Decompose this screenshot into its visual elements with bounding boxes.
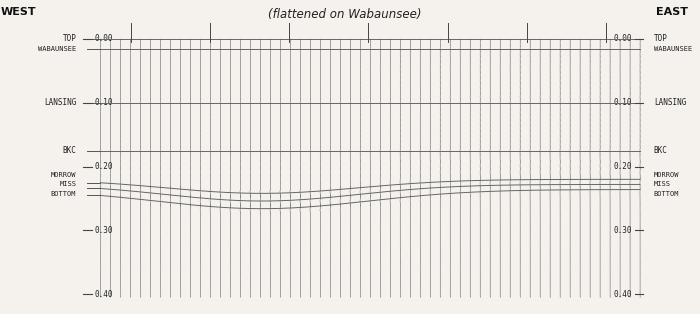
Text: 0.30: 0.30 bbox=[613, 226, 632, 235]
Text: WEST: WEST bbox=[1, 7, 36, 17]
Text: WABAUNSEE: WABAUNSEE bbox=[654, 46, 692, 51]
Text: EAST: EAST bbox=[656, 7, 688, 17]
Text: 0.20: 0.20 bbox=[95, 162, 113, 171]
Text: TOP: TOP bbox=[654, 35, 668, 43]
Text: MISS: MISS bbox=[60, 181, 76, 187]
Text: 0.00: 0.00 bbox=[95, 35, 113, 43]
Text: BOTTOM: BOTTOM bbox=[654, 191, 679, 197]
Text: 0.10: 0.10 bbox=[95, 98, 113, 107]
Text: WABAUNSEE: WABAUNSEE bbox=[38, 46, 76, 51]
Text: BOTTOM: BOTTOM bbox=[51, 191, 76, 197]
Text: MISS: MISS bbox=[654, 181, 671, 187]
Text: 0.20: 0.20 bbox=[613, 162, 632, 171]
Text: TOP: TOP bbox=[62, 35, 76, 43]
Text: LANSING: LANSING bbox=[654, 98, 686, 107]
Text: BKC: BKC bbox=[62, 146, 76, 155]
Text: 0.10: 0.10 bbox=[613, 98, 632, 107]
Text: 0.30: 0.30 bbox=[95, 226, 113, 235]
Text: LANSING: LANSING bbox=[44, 98, 76, 107]
Text: (flattened on Wabaunsee): (flattened on Wabaunsee) bbox=[267, 8, 421, 21]
Text: 0.40: 0.40 bbox=[613, 290, 632, 299]
Text: BKC: BKC bbox=[654, 146, 668, 155]
Text: 0.00: 0.00 bbox=[613, 35, 632, 43]
Text: 0.40: 0.40 bbox=[95, 290, 113, 299]
Text: MORROW: MORROW bbox=[654, 172, 679, 178]
Text: MORROW: MORROW bbox=[51, 172, 76, 178]
